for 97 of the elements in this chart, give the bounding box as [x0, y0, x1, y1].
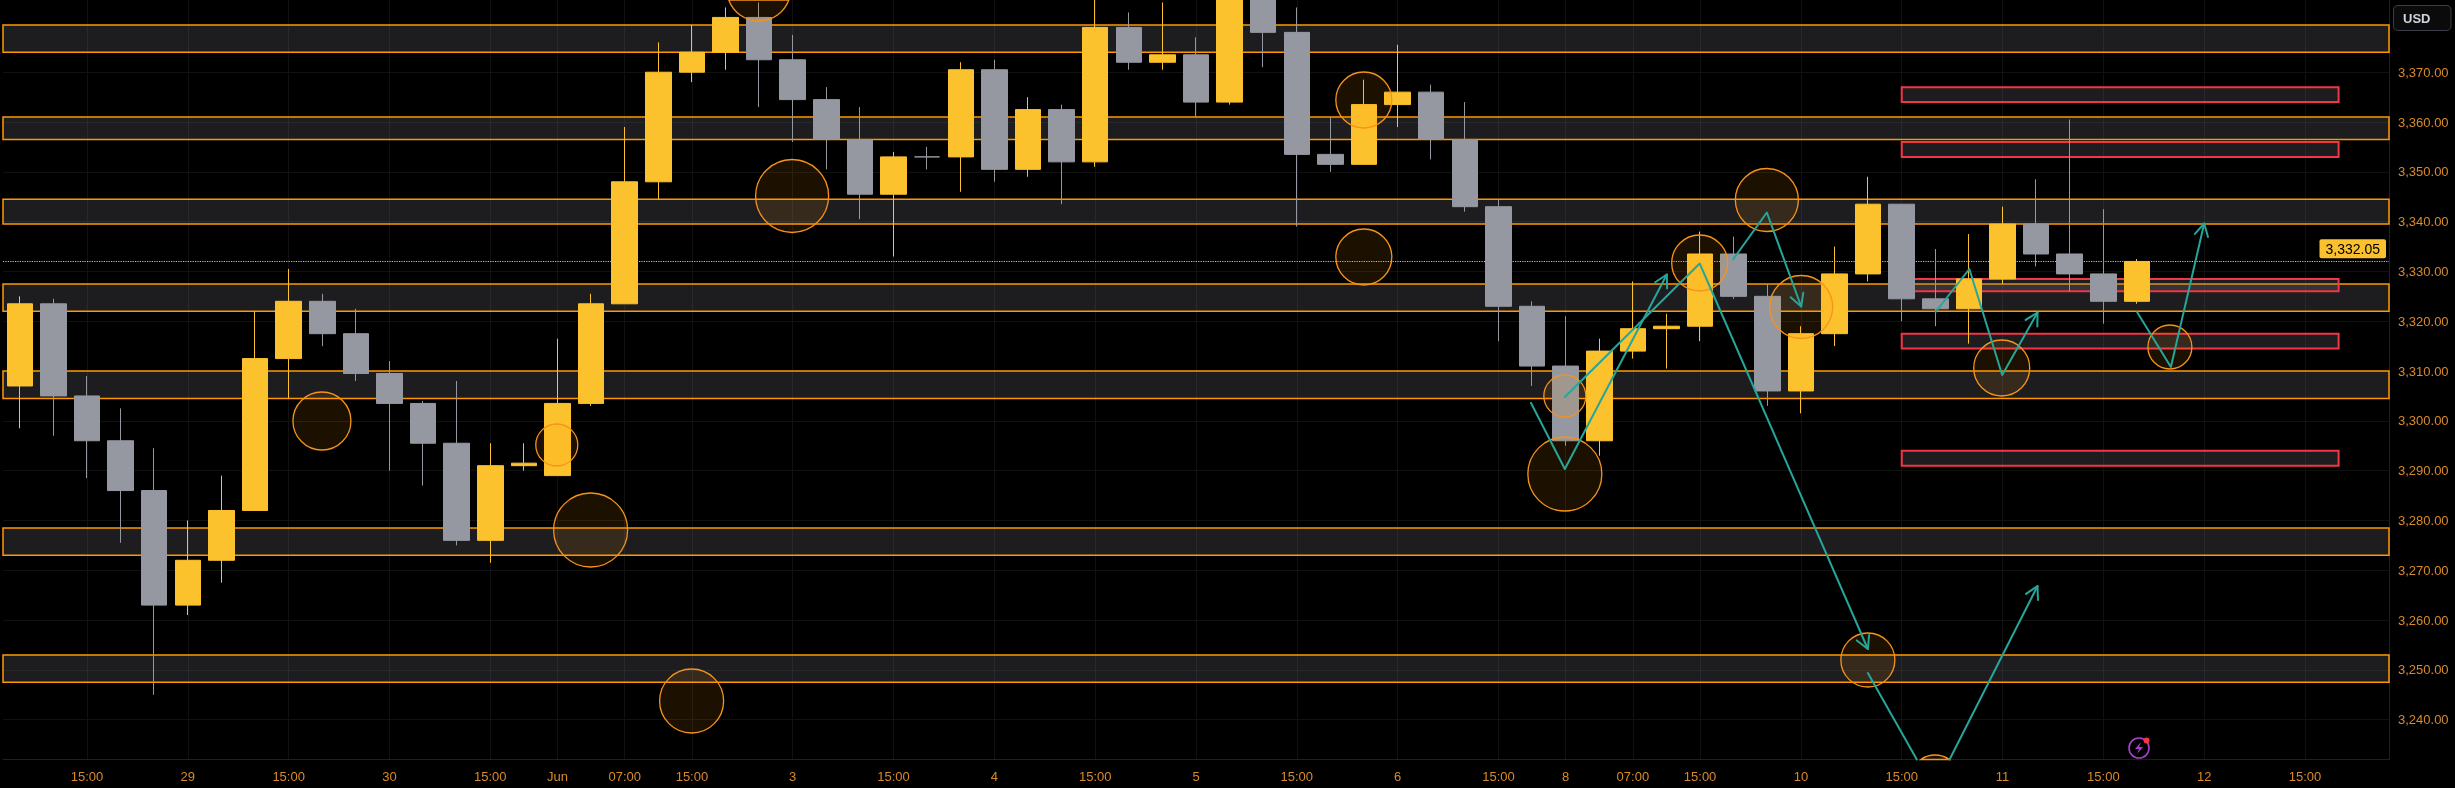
candlestick — [1754, 283, 1781, 407]
x-tick-label: 3 — [789, 768, 797, 784]
y-tick-label: 3,370.00 — [2398, 64, 2449, 80]
candlestick — [981, 59, 1008, 183]
candlestick — [1048, 104, 1075, 205]
x-tick-label: 15:00 — [474, 768, 507, 784]
candlestick — [511, 442, 537, 472]
candlestick — [343, 308, 369, 382]
candlestick — [746, 1, 772, 108]
candlestick — [40, 298, 67, 437]
y-tick-label: 3,300.00 — [2398, 413, 2449, 429]
candlestick — [477, 442, 504, 564]
x-tick-label: 15:00 — [272, 768, 305, 784]
candlestick — [2056, 119, 2083, 292]
x-tick-label: 30 — [382, 768, 397, 784]
candlestick — [948, 61, 974, 193]
x-tick-label: 07:00 — [608, 768, 641, 784]
candlestick — [779, 34, 806, 143]
candlestick — [1519, 300, 1545, 387]
x-tick-label: 15:00 — [1482, 768, 1515, 784]
x-tick-label: 12 — [2196, 768, 2212, 784]
y-tick-label: 3,280.00 — [2398, 512, 2449, 528]
candlestick — [175, 519, 201, 616]
candlestick — [2090, 208, 2117, 325]
candlestick — [1082, 0, 1108, 168]
candlestick — [1452, 101, 1478, 213]
candlestick — [914, 146, 940, 170]
x-tick-label: 15:00 — [70, 768, 104, 784]
candlestick — [376, 360, 403, 472]
x-tick-label: Jun — [547, 768, 568, 784]
y-tick-label: 3,340.00 — [2398, 214, 2449, 230]
x-tick-label: 6 — [1394, 768, 1402, 784]
x-tick-label: 15:00 — [1280, 768, 1314, 784]
candlestick — [847, 106, 873, 220]
x-tick-label: 15:00 — [2087, 768, 2120, 784]
candlestick — [1922, 248, 1949, 327]
x-tick-label: 15:00 — [1683, 768, 1717, 784]
y-tick-label: 3,250.00 — [2398, 662, 2449, 678]
candlestick — [1183, 36, 1209, 118]
candlestick — [1384, 44, 1411, 128]
y-tick-label: 3,260.00 — [2398, 612, 2449, 628]
x-tick-label: 15:00 — [877, 768, 910, 784]
y-tick-label: 3,360.00 — [2398, 114, 2449, 130]
y-tick-label: 3,240.00 — [2398, 712, 2449, 728]
x-tick-label: 5 — [1192, 768, 1200, 784]
candlestick — [1317, 116, 1344, 173]
y-tick-label: 3,350.00 — [2398, 164, 2449, 180]
candlestick — [242, 310, 268, 511]
candlestick — [1116, 11, 1142, 71]
x-tick-label: 11 — [1995, 768, 2010, 784]
y-tick-label: 3,310.00 — [2398, 363, 2449, 379]
candlestick — [7, 295, 33, 429]
candlestick — [443, 380, 470, 546]
y-tick-label: 3,330.00 — [2398, 263, 2449, 279]
candlestick — [309, 293, 336, 347]
x-tick-label: 4 — [990, 768, 998, 784]
candlestick — [645, 41, 672, 200]
x-tick-label: 15:00 — [675, 768, 709, 784]
y-axis-title: USD — [2403, 11, 2431, 26]
candlestick — [107, 407, 134, 544]
candlestick — [1485, 198, 1512, 342]
candlestick — [1586, 338, 1613, 457]
candlestick — [1015, 96, 1041, 178]
candlestick — [74, 375, 100, 479]
candlestick — [880, 151, 907, 257]
candlestick — [1250, 0, 1276, 68]
candlestick — [410, 400, 436, 487]
candlestick — [1653, 313, 1680, 370]
candlestick — [1216, 0, 1243, 106]
x-tick-label: 07:00 — [1616, 768, 1650, 784]
candlestick — [1888, 203, 1915, 322]
x-tick-label: 15:00 — [1078, 768, 1112, 784]
x-tick-label: 29 — [180, 768, 196, 784]
candlestick — [1418, 84, 1444, 160]
candlestick — [208, 475, 235, 584]
candlestick — [141, 447, 167, 696]
candlestick — [1552, 315, 1579, 447]
y-tick-label: 3,270.00 — [2398, 562, 2449, 578]
x-tick-label: 10 — [1793, 768, 1809, 784]
candlestick — [2023, 178, 2049, 267]
candlestick — [813, 86, 840, 170]
candlestick — [712, 6, 739, 71]
candlestick — [1351, 79, 1377, 165]
y-tick-label: 3,320.00 — [2398, 313, 2449, 329]
candlestick — [679, 24, 705, 83]
x-tick-label: 15:00 — [1885, 768, 1918, 784]
candlestick — [1149, 1, 1176, 71]
y-tick-label: 3,290.00 — [2398, 463, 2449, 479]
candlestick — [578, 293, 604, 407]
x-tick-label: 8 — [1562, 768, 1570, 784]
candlestick — [275, 268, 302, 399]
candlestick — [1788, 325, 1814, 414]
candlestick — [544, 338, 571, 477]
candlestick — [1284, 6, 1310, 228]
ref-line-label: 3,332.05 — [2325, 241, 2381, 258]
x-tick-label: 15:00 — [2288, 768, 2322, 784]
candlestick — [1720, 236, 1747, 300]
